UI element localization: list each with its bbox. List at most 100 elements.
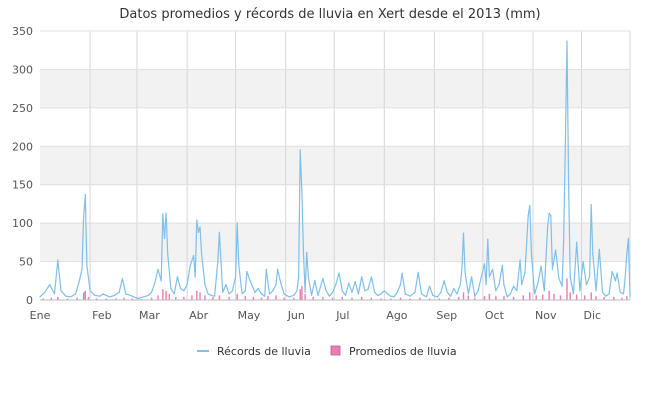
record-point [540,265,542,267]
record-point [280,282,282,284]
record-point [558,277,560,280]
record-point [254,291,256,293]
plot-band [40,223,630,262]
record-point [78,282,80,284]
record-point [288,296,290,298]
promedio-bar [512,296,515,300]
record-point [53,293,56,295]
promedios-series [42,278,628,300]
record-point [74,293,77,295]
record-point [325,290,327,292]
record-point [506,296,508,298]
record-point [60,290,62,292]
promedio-bar [131,298,133,300]
record-point [306,251,308,253]
x-tick-label: Jul [335,309,349,322]
record-point [564,145,566,147]
record-point [260,293,263,295]
record-point [129,294,132,296]
record-point [194,276,196,278]
legend-label-records: Récords de lluvia [217,345,311,358]
record-point [65,295,67,297]
record-point [39,296,41,298]
record-point [165,212,167,214]
record-point [218,231,221,233]
record-point [249,280,251,282]
record-point [118,291,120,293]
promedio-bar [191,295,193,300]
promedio-bar [168,293,171,300]
record-point [495,290,497,292]
promedio-bar [590,292,592,300]
record-point [449,295,452,297]
record-point [238,264,240,267]
record-point [569,276,571,278]
record-point [453,287,455,290]
record-point [154,282,156,284]
record-point [361,276,363,278]
record-point [264,295,266,297]
record-point [197,231,200,233]
record-point [217,260,219,263]
promedio-bar [380,298,382,300]
record-point [605,295,607,297]
record-point [180,287,182,290]
promedio-bar [84,290,86,300]
x-tick-label: Ene [30,309,51,322]
promedio-bar [535,295,537,300]
record-point [170,287,172,290]
promedio-bar [293,297,295,300]
record-point [335,284,337,286]
record-point [244,290,246,292]
promedio-bar [370,297,373,300]
record-point [461,268,463,270]
record-point [370,276,372,278]
record-point [138,297,140,300]
record-point [89,290,91,292]
promedio-bar [115,298,117,300]
promedio-bar [488,293,491,300]
y-tick-label: 100 [12,217,33,230]
promedio-bar [467,295,470,300]
record-point [474,295,476,297]
x-axis: Ene Feb Mar Abr May Jun Jul Ago Sep Oct Nov Dic [30,299,630,322]
record-point [351,291,353,293]
promedio-bar [95,298,98,300]
record-point [624,276,626,278]
record-point [302,253,305,255]
records-series [39,40,631,300]
record-point [566,40,568,42]
promedio-bar [575,294,578,300]
x-tick-label: Ago [386,309,408,322]
promedio-bar [244,296,247,300]
promedio-bar [312,296,314,300]
record-point [590,204,592,206]
record-point [231,290,233,292]
record-point [183,290,185,292]
promedio-bar [105,298,108,300]
record-point [425,296,427,298]
record-point [414,291,416,293]
promedio-bar [212,296,214,300]
promedio-bar [390,298,392,300]
promedio-bar [42,298,44,300]
record-point [354,280,356,283]
record-point [102,293,104,295]
record-point [420,293,423,295]
record-point [293,294,295,296]
promedio-bar [457,296,460,300]
promedio-bar [360,296,363,300]
promedio-bar [267,296,269,300]
record-point [167,253,169,255]
record-point [257,287,259,290]
record-point [443,280,445,282]
promedio-bar [603,296,605,300]
promedio-bar [123,297,125,300]
record-point [534,293,536,295]
record-point [498,284,500,286]
promedio-bar [428,298,431,300]
promedio-bar [165,290,167,300]
vertical-gridlines [89,31,631,300]
record-point [283,293,285,295]
